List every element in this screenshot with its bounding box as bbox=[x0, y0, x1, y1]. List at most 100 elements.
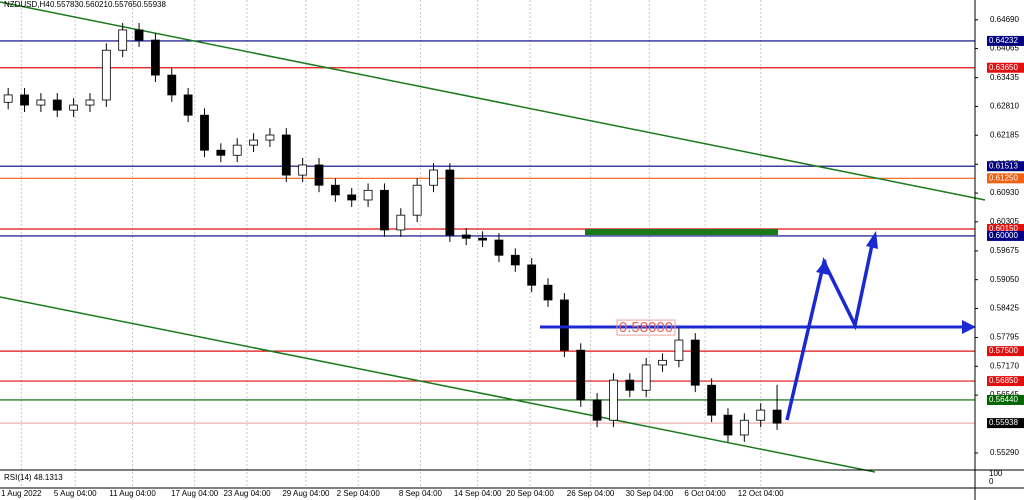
candle-body bbox=[167, 74, 177, 96]
level-label-box bbox=[987, 161, 1024, 172]
candle-body bbox=[707, 384, 717, 416]
level-label-box bbox=[987, 173, 1024, 184]
candle-body bbox=[101, 49, 111, 101]
candle-body bbox=[298, 164, 308, 176]
x-tick-label: 6 Oct 04:00 bbox=[684, 489, 726, 498]
candle-body bbox=[478, 237, 487, 241]
y-tick-label: 0.60930 bbox=[990, 188, 1019, 197]
candle-body bbox=[461, 234, 471, 239]
y-tick-label: 0.63435 bbox=[990, 73, 1019, 82]
candle-body bbox=[52, 99, 62, 111]
x-tick-label: 5 Aug 04:00 bbox=[54, 489, 97, 498]
level-label-box bbox=[987, 346, 1024, 357]
x-tick-label: 17 Aug 04:00 bbox=[171, 489, 219, 498]
candle-body bbox=[347, 194, 357, 201]
x-tick-label: 2 Sep 04:00 bbox=[337, 489, 381, 498]
levels bbox=[0, 40, 975, 424]
arrow bbox=[785, 239, 875, 421]
candle-body bbox=[36, 99, 46, 106]
y-tick-label: 0.57170 bbox=[990, 361, 1019, 370]
level-label-box bbox=[987, 376, 1024, 387]
x-tick-label: 20 Sep 04:00 bbox=[506, 489, 554, 498]
candle-body bbox=[249, 139, 258, 146]
arrow-head bbox=[962, 320, 976, 334]
y-tick-label: 0.64065 bbox=[990, 44, 1019, 53]
candle-body bbox=[20, 94, 29, 106]
annotations: 0.58000 bbox=[616, 319, 676, 336]
trend-line bbox=[0, 1, 986, 201]
candle-body bbox=[494, 239, 504, 256]
level-label: 0.57500 bbox=[989, 346, 1018, 355]
candle-body bbox=[625, 379, 635, 391]
candle-body bbox=[363, 189, 373, 201]
x-tick-label: 26 Sep 04:00 bbox=[567, 489, 615, 498]
candle-body bbox=[690, 339, 700, 386]
candle-body bbox=[69, 104, 79, 111]
y-tick-label: 0.62810 bbox=[990, 102, 1019, 111]
candle-body bbox=[396, 214, 406, 231]
candle-body bbox=[380, 189, 389, 231]
axis-labels: 0.64690 0.64065 0.63435 0.62810 0.62185 0.615… bbox=[1, 15, 1019, 498]
level-label-box bbox=[987, 394, 1024, 405]
candle-body bbox=[134, 29, 144, 41]
level-label-box bbox=[987, 224, 1024, 235]
header-symbol: NZDUSD,H4 bbox=[4, 0, 50, 9]
candle-body bbox=[183, 94, 193, 116]
level-labels: 0.64232 0.63650 0.61513 0.61250 0.601500.600… bbox=[987, 35, 1024, 429]
candle-body bbox=[739, 419, 749, 436]
y-tick-label: 0.60305 bbox=[990, 217, 1019, 226]
candle-body bbox=[543, 284, 553, 301]
trend-line bbox=[0, 296, 876, 473]
candle-body bbox=[412, 184, 422, 216]
y-tick-label: 0.56545 bbox=[990, 390, 1019, 399]
rsi-label: RSI(14) 48.1313 bbox=[4, 473, 63, 482]
candle-body bbox=[641, 364, 651, 391]
y-tick-label: 0.57795 bbox=[990, 333, 1019, 342]
level-label: 0.61250 bbox=[989, 173, 1018, 182]
grid bbox=[20, 0, 762, 488]
y-tick-label: 0.55290 bbox=[990, 448, 1019, 457]
rsi-tick-label: 0 bbox=[989, 477, 994, 486]
candle-body bbox=[265, 134, 275, 141]
candle-body bbox=[510, 254, 520, 266]
header-value: 0.55765 bbox=[108, 0, 137, 9]
x-tick-label: 11 Aug 04:00 bbox=[109, 489, 156, 498]
candle-body bbox=[3, 94, 13, 103]
level-label: 0.56850 bbox=[989, 376, 1018, 385]
candle-body bbox=[723, 414, 733, 436]
candle-body bbox=[576, 349, 586, 401]
candle-body bbox=[232, 144, 242, 156]
candle-body bbox=[527, 264, 537, 286]
header-value: 0.55783 bbox=[50, 0, 79, 9]
candles bbox=[3, 23, 782, 442]
y-tick-label: 0.64690 bbox=[990, 15, 1019, 24]
candle-body bbox=[592, 399, 602, 421]
x-tick-label: 14 Sep 04:00 bbox=[454, 489, 502, 498]
level-label-box bbox=[987, 418, 1024, 429]
candle-body bbox=[216, 149, 226, 156]
y-tick-label: 0.59675 bbox=[990, 246, 1019, 255]
y-tick-label: 0.62185 bbox=[990, 130, 1019, 139]
candle-body bbox=[429, 169, 438, 186]
level-label: 0.55938 bbox=[989, 418, 1018, 427]
level-label: 0.56440 bbox=[989, 395, 1018, 404]
candle-body bbox=[772, 409, 782, 424]
level-label: 0.60000 bbox=[989, 231, 1018, 240]
rsi-tick-label: 100 bbox=[989, 469, 1003, 478]
header-value: 0.56021 bbox=[79, 0, 108, 9]
level-label: 0.64232 bbox=[989, 36, 1018, 45]
candle-body bbox=[200, 114, 209, 151]
candle-body bbox=[445, 169, 455, 236]
zone bbox=[585, 229, 778, 235]
y-tick-label: 0.58425 bbox=[990, 304, 1019, 313]
level-label: 0.63650 bbox=[989, 63, 1018, 72]
candle-body bbox=[559, 299, 569, 351]
level-label-box bbox=[987, 62, 1024, 73]
level-label-box bbox=[987, 35, 1024, 46]
x-tick-label: 29 Aug 04:00 bbox=[282, 489, 330, 498]
candle-body bbox=[674, 339, 684, 361]
candle-body bbox=[118, 29, 128, 51]
arrow-head bbox=[816, 259, 829, 275]
level-label: 0.61513 bbox=[989, 161, 1018, 170]
